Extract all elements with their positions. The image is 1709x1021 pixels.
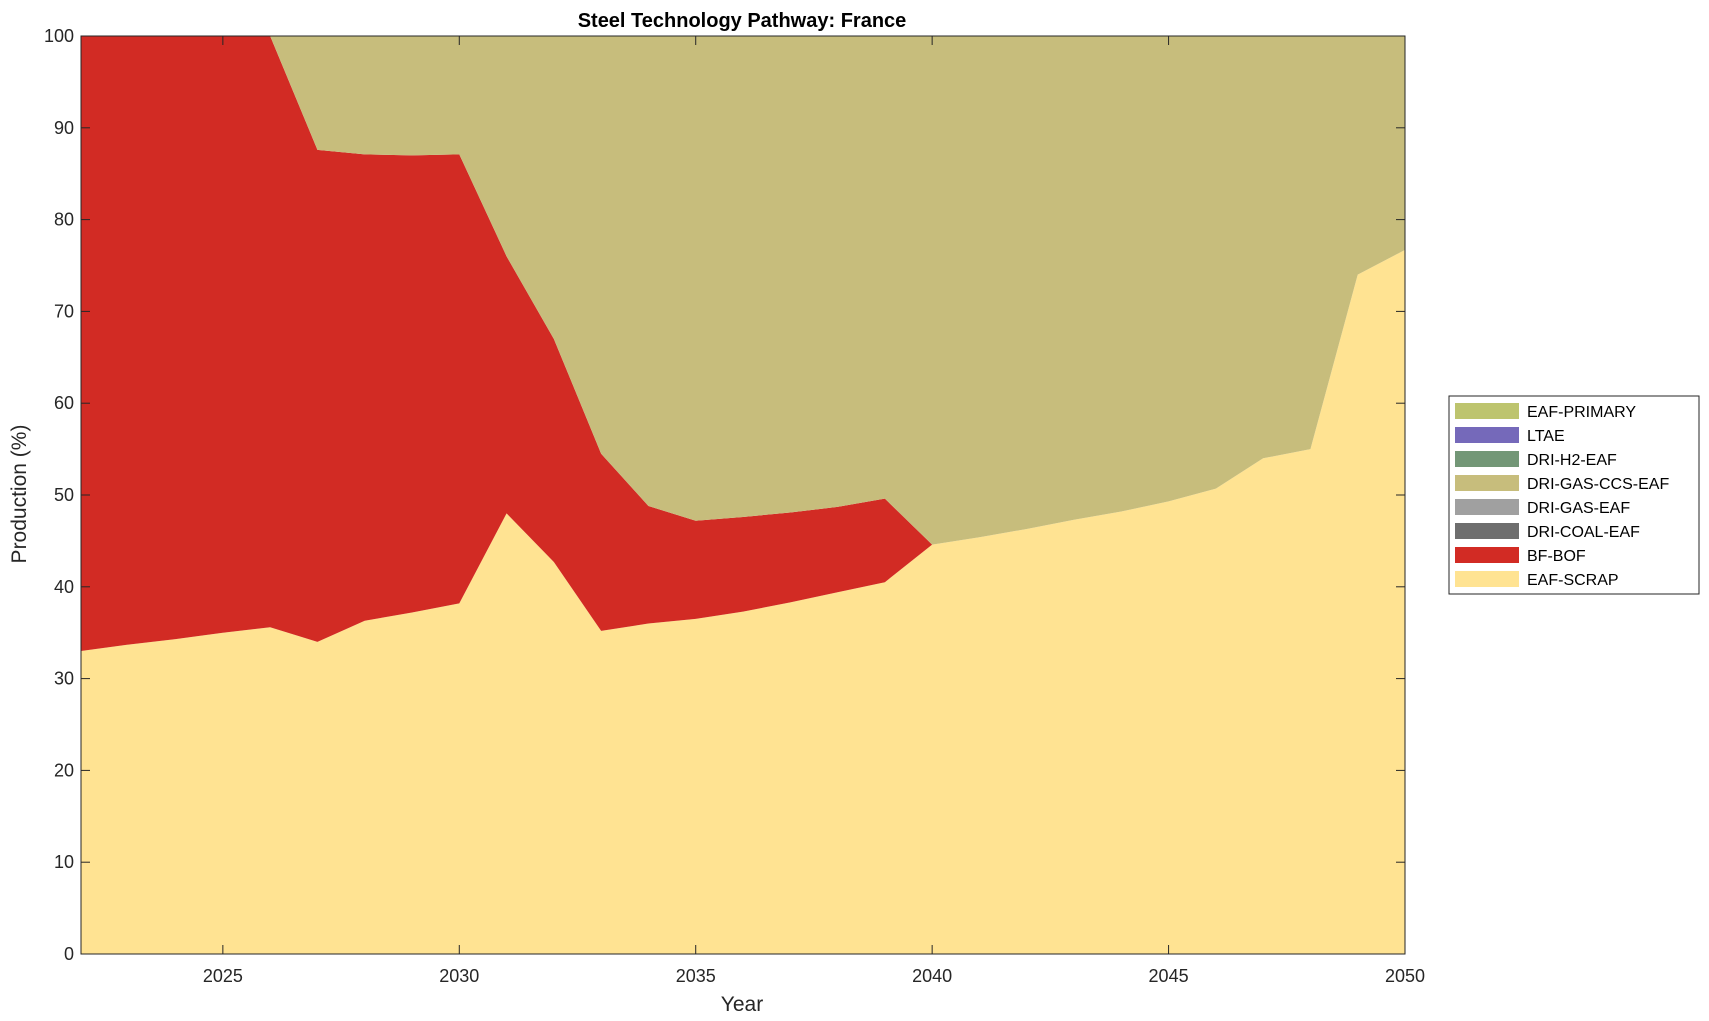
y-tick-label: 50 [54,485,74,505]
y-tick-label: 70 [54,301,74,321]
legend-swatch-eaf-scrap [1455,571,1519,587]
y-tick-label: 0 [64,944,74,964]
y-tick-label: 30 [54,669,74,689]
chart-title: Steel Technology Pathway: France [578,10,907,32]
y-tick-label: 40 [54,577,74,597]
legend-swatch-dri-gas-eaf [1455,499,1519,515]
y-axis-title: Production (%) [8,425,31,564]
legend-label-dri-gas-eaf: DRI-GAS-EAF [1527,500,1630,517]
x-tick-label: 2045 [1149,966,1189,986]
legend-label-dri-coal-eaf: DRI-COAL-EAF [1527,524,1640,541]
y-tick-label: 80 [54,210,74,230]
legend-label-eaf-scrap: EAF-SCRAP [1527,572,1619,589]
legend-swatch-eaf-primary [1455,403,1519,419]
legend-swatch-bf-bof [1455,547,1519,563]
legend-label-dri-gas-ccs-eaf: DRI-GAS-CCS-EAF [1527,476,1669,493]
x-tick-label: 2030 [439,966,479,986]
legend-swatch-dri-h2-eaf [1455,451,1519,467]
areas-layer [81,36,1405,954]
x-tick-label: 2040 [912,966,952,986]
area-dri-gas-ccs-eaf [81,36,1405,545]
y-tick-label: 90 [54,118,74,138]
legend-swatch-dri-coal-eaf [1455,523,1519,539]
legend-label-ltae: LTAE [1527,428,1565,445]
legend-swatch-ltae [1455,427,1519,443]
legend-swatch-dri-gas-ccs-eaf [1455,475,1519,491]
y-tick-label: 20 [54,760,74,780]
x-axis-title: Year [721,993,763,1016]
y-tick-label: 60 [54,393,74,413]
area-bf-bof [81,36,1405,652]
legend-label-bf-bof: BF-BOF [1527,548,1586,565]
area-eaf-scrap [81,249,1405,954]
y-tick-label: 100 [44,26,74,46]
y-tick-label: 10 [54,852,74,872]
legend-label-eaf-primary: EAF-PRIMARY [1527,404,1636,421]
x-tick-label: 2050 [1385,966,1425,986]
x-tick-label: 2035 [676,966,716,986]
x-tick-label: 2025 [203,966,243,986]
legend: EAF-PRIMARY LTAE DRI-H2-EAF DRI-GAS-CCS-EAF… [1448,395,1700,595]
ticks-layer: 2025 2030 2035 2040 2045 20500102030405060708… [44,26,1425,986]
legend-label-dri-h2-eaf: DRI-H2-EAF [1527,452,1617,469]
